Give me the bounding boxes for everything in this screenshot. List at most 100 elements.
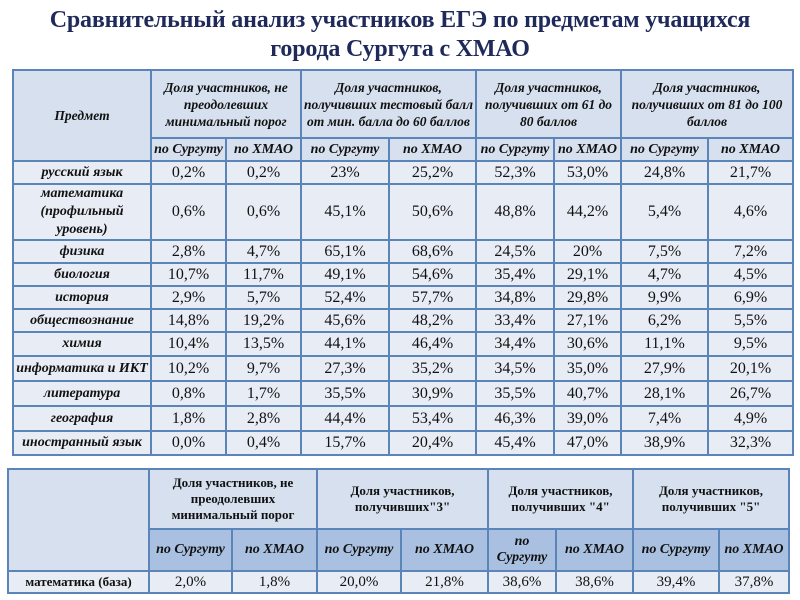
subject-cell: обществознание	[12, 308, 152, 333]
value-cell-surgut: 52,4%	[300, 285, 390, 310]
value-cell-hmao: 9,5%	[707, 331, 795, 357]
value-cell-hmao: 11,7%	[225, 262, 302, 287]
subject-cell: математика (профильный уровень)	[12, 183, 152, 241]
title-line-2: города Сургута с ХМАО	[270, 36, 530, 62]
value-cell-hmao: 7,2%	[707, 239, 795, 264]
value-cell-surgut: 39,4%	[632, 570, 721, 594]
table-row: обществознание 14,8% 19,2% 45,6% 48,2% 33,4% 2…	[12, 308, 795, 333]
value-cell-surgut: 10,4%	[150, 331, 227, 357]
value-cell-hmao: 25,2%	[388, 160, 477, 185]
group-header-below-threshold: Доля участников, не преодолевших минимал…	[147, 468, 319, 530]
value-cell-hmao: 39,0%	[552, 405, 623, 432]
value-cell-hmao: 5,5%	[707, 308, 795, 333]
value-cell-surgut: 4,7%	[620, 262, 710, 287]
value-cell-hmao: 29,8%	[552, 285, 623, 310]
value-cell-hmao: 46,4%	[388, 331, 477, 357]
subheader-surgut: по Сургуту	[632, 528, 721, 572]
value-cell-hmao: 2,8%	[225, 405, 302, 432]
value-cell-surgut: 2,8%	[150, 239, 227, 264]
subheader-hmao: по ХМАО	[707, 137, 795, 162]
value-cell-surgut: 0,8%	[150, 380, 227, 407]
subject-cell: география	[12, 405, 152, 432]
value-cell-hmao: 27,1%	[552, 308, 623, 333]
value-cell-hmao: 53,0%	[552, 160, 623, 185]
table-row: иностранный язык 0,0% 0,4% 15,7% 20,4% 45,4% 4…	[12, 430, 795, 456]
value-cell-surgut: 0,0%	[150, 430, 227, 456]
page-title: Сравнительный анализ участников ЕГЭ по п…	[0, 6, 800, 64]
group-header-grade-3: Доля участников, получивших"3"	[316, 468, 490, 530]
table-row: биология 10,7% 11,7% 49,1% 54,6% 35,4% 29,1% 4,…	[12, 262, 795, 287]
subheader-hmao: по ХМАО	[388, 137, 477, 162]
value-cell-hmao: 53,4%	[388, 405, 477, 432]
value-cell-hmao: 20,1%	[707, 355, 795, 382]
subheader-surgut: по Сургуту	[148, 528, 233, 572]
empty-corner-cell	[7, 468, 150, 572]
subject-cell: литература	[12, 380, 152, 407]
value-cell-surgut: 24,8%	[620, 160, 710, 185]
value-cell-surgut: 7,5%	[620, 239, 710, 264]
subheader-hmao: по ХМАО	[400, 528, 490, 572]
value-cell-surgut: 0,6%	[150, 183, 227, 241]
subheader-surgut: по Сургуту	[620, 137, 710, 162]
value-cell-surgut: 65,1%	[300, 239, 390, 264]
value-cell-hmao: 32,3%	[707, 430, 795, 456]
subheader-surgut: по Сургуту	[316, 528, 403, 572]
value-cell-surgut: 7,4%	[620, 405, 710, 432]
table-row: информатика и ИКТ 10,2% 9,7% 27,3% 35,2% 34,5…	[12, 355, 795, 382]
value-cell-surgut: 48,8%	[475, 183, 555, 241]
value-cell-surgut: 34,5%	[475, 355, 555, 382]
value-cell-surgut: 27,9%	[620, 355, 710, 382]
value-cell-surgut: 35,5%	[300, 380, 390, 407]
value-cell-hmao: 1,8%	[230, 570, 319, 594]
table-row: физика 2,8% 4,7% 65,1% 68,6% 24,5% 20% 7,5% 7,2%	[12, 239, 795, 264]
value-cell-surgut: 2,9%	[150, 285, 227, 310]
subject-cell: иностранный язык	[12, 430, 152, 456]
value-cell-surgut: 35,4%	[475, 262, 555, 287]
value-cell-hmao: 68,6%	[388, 239, 477, 264]
value-cell-surgut: 33,4%	[475, 308, 555, 333]
value-cell-hmao: 21,8%	[400, 570, 490, 594]
value-cell-surgut: 9,9%	[620, 285, 710, 310]
group-header-81-to-100: Доля участников, получивших от 81 до 100…	[620, 69, 795, 139]
value-cell-hmao: 0,4%	[225, 430, 302, 456]
group-header-grade-5: Доля участников, получивших "5"	[632, 468, 791, 530]
table-row: география 1,8% 2,8% 44,4% 53,4% 46,3% 39,0% 7,4…	[12, 405, 795, 432]
value-cell-surgut: 5,4%	[620, 183, 710, 241]
value-cell-hmao: 0,2%	[225, 160, 302, 185]
value-cell-hmao: 5,7%	[225, 285, 302, 310]
table-row: математика (профильный уровень) 0,6% 0,6% 4…	[12, 183, 795, 241]
value-cell-surgut: 38,9%	[620, 430, 710, 456]
value-cell-hmao: 30,9%	[388, 380, 477, 407]
value-cell-hmao: 26,7%	[707, 380, 795, 407]
value-cell-hmao: 35,2%	[388, 355, 477, 382]
value-cell-hmao: 48,2%	[388, 308, 477, 333]
subheader-hmao: по ХМАО	[555, 528, 635, 572]
group-header-min-to-60: Доля участников, получивших тестовый бал…	[300, 69, 477, 139]
value-cell-hmao: 13,5%	[225, 331, 302, 357]
value-cell-surgut: 11,1%	[620, 331, 710, 357]
value-cell-surgut: 27,3%	[300, 355, 390, 382]
main-results-table: Предмет Доля участников, не преодолевших…	[12, 69, 795, 456]
subject-cell: биология	[12, 262, 152, 287]
value-cell-hmao: 50,6%	[388, 183, 477, 241]
table-row: русский язык 0,2% 0,2% 23% 25,2% 52,3% 53,0% 24…	[12, 160, 795, 185]
value-cell-hmao: 4,5%	[707, 262, 795, 287]
subheader-surgut: по Сургуту	[150, 137, 227, 162]
group-header-below-threshold: Доля участников, не преодолевших минимал…	[150, 69, 302, 139]
value-cell-surgut: 45,1%	[300, 183, 390, 241]
subheader-surgut: по Сургуту	[487, 528, 558, 572]
value-cell-hmao: 47,0%	[552, 430, 623, 456]
value-cell-hmao: 38,6%	[555, 570, 635, 594]
value-cell-surgut: 44,1%	[300, 331, 390, 357]
value-cell-surgut: 35,5%	[475, 380, 555, 407]
subheader-hmao: по ХМАО	[718, 528, 791, 572]
value-cell-surgut: 20,0%	[316, 570, 403, 594]
value-cell-hmao: 19,2%	[225, 308, 302, 333]
value-cell-surgut: 28,1%	[620, 380, 710, 407]
basic-math-table: Доля участников, не преодолевших минимал…	[7, 468, 791, 594]
value-cell-hmao: 20%	[552, 239, 623, 264]
value-cell-surgut: 45,4%	[475, 430, 555, 456]
value-cell-hmao: 6,9%	[707, 285, 795, 310]
value-cell-hmao: 21,7%	[707, 160, 795, 185]
value-cell-surgut: 46,3%	[475, 405, 555, 432]
